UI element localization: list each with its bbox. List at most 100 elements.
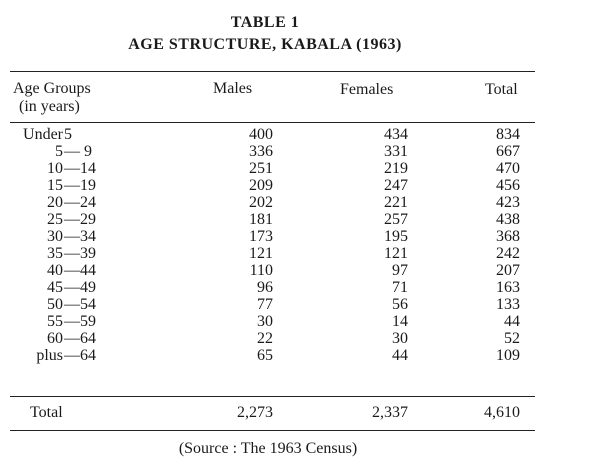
age-group-end: —39 xyxy=(64,245,96,262)
total-cell: 242 xyxy=(496,245,520,262)
age-group-end: —34 xyxy=(64,228,96,245)
header-rule xyxy=(10,122,535,123)
males-cell: 209 xyxy=(249,177,273,194)
age-group-end: —49 xyxy=(64,279,96,296)
table-row: 55 —59 30 14 44 xyxy=(0,313,600,330)
age-group-start: 5 xyxy=(55,143,63,160)
females-cell: 71 xyxy=(392,279,408,296)
table-row: 40 —44 110 97 207 xyxy=(0,262,600,279)
age-group-start: plus xyxy=(36,347,63,364)
table-row: 30 —34 173 195 368 xyxy=(0,228,600,245)
females-cell: 97 xyxy=(392,262,408,279)
total-label: Total xyxy=(30,404,63,421)
age-group-end: —19 xyxy=(64,177,96,194)
table-body: Under 5 400 434 834 5— 9 336 331 667 10 —14 251 219 4… xyxy=(0,126,600,364)
females-cell: 56 xyxy=(392,296,408,313)
females-cell: 221 xyxy=(384,194,408,211)
age-group-end: —64 xyxy=(64,347,96,364)
age-group-start: 40 xyxy=(47,262,63,279)
total-cell: 834 xyxy=(496,126,520,143)
table-number: TABLE 1 xyxy=(230,14,300,31)
males-cell: 22 xyxy=(257,330,273,347)
total-cell: 368 xyxy=(496,228,520,245)
males-cell: 181 xyxy=(249,211,273,228)
males-cell: 202 xyxy=(249,194,273,211)
table-row: 45 —49 96 71 163 xyxy=(0,279,600,296)
age-group-start: 10 xyxy=(47,160,63,177)
top-rule xyxy=(10,71,535,72)
age-group-end: —54 xyxy=(64,296,96,313)
source-note: (Source : The 1963 Census) xyxy=(178,440,358,457)
age-group-start: 15 xyxy=(47,177,63,194)
header-age-line2: (in years) xyxy=(19,98,80,115)
header-males: Males xyxy=(213,80,253,97)
age-group-end: —29 xyxy=(64,211,96,228)
table-row: 35 —39 121 121 242 xyxy=(0,245,600,262)
age-group-end: —24 xyxy=(64,194,96,211)
total-cell: 163 xyxy=(496,279,520,296)
total-males: 2,273 xyxy=(237,404,273,421)
age-group-start: 30 xyxy=(47,228,63,245)
females-cell: 14 xyxy=(392,313,408,330)
header-age-line1: Age Groups xyxy=(13,80,91,97)
table-row: 20 —24 202 221 423 xyxy=(0,194,600,211)
males-cell: 65 xyxy=(257,347,273,364)
age-group-start: 35 xyxy=(47,245,63,262)
females-cell: 121 xyxy=(384,245,408,262)
males-cell: 251 xyxy=(249,160,273,177)
age-group-start: 55 xyxy=(47,313,63,330)
age-group-start: Under xyxy=(23,126,63,143)
table-row: 10 —14 251 219 470 xyxy=(0,160,600,177)
age-group-start: 25 xyxy=(47,211,63,228)
total-cell: 44 xyxy=(504,313,520,330)
table-row: 15 —19 209 247 456 xyxy=(0,177,600,194)
total-cell: 207 xyxy=(496,262,520,279)
table-row: Under 5 400 434 834 xyxy=(0,126,600,143)
males-cell: 30 xyxy=(257,313,273,330)
header-females: Females xyxy=(340,81,394,98)
age-group-start: 60 xyxy=(47,330,63,347)
total-rule-bottom xyxy=(10,430,535,431)
males-cell: 110 xyxy=(249,262,273,279)
females-cell: 44 xyxy=(392,347,408,364)
total-cell: 438 xyxy=(496,211,520,228)
females-cell: 434 xyxy=(384,126,408,143)
total-cell: 133 xyxy=(496,296,520,313)
table-row: 50 —54 77 56 133 xyxy=(0,296,600,313)
total-cell: 667 xyxy=(496,143,520,160)
total-cell: 109 xyxy=(496,347,520,364)
males-cell: 400 xyxy=(249,126,273,143)
females-cell: 30 xyxy=(392,330,408,347)
females-cell: 257 xyxy=(384,211,408,228)
total-cell: 456 xyxy=(496,177,520,194)
table-row: 25 —29 181 257 438 xyxy=(0,211,600,228)
females-cell: 195 xyxy=(384,228,408,245)
age-group-end: 5 xyxy=(64,126,72,143)
table-row: 5— 9 336 331 667 xyxy=(0,143,600,160)
males-cell: 173 xyxy=(249,228,273,245)
females-cell: 219 xyxy=(384,160,408,177)
age-group-end: —59 xyxy=(64,313,96,330)
table-row: 60 —64 22 30 52 xyxy=(0,330,600,347)
age-group-start: 50 xyxy=(47,296,63,313)
age-group-end: —44 xyxy=(64,262,96,279)
table-title: AGE STRUCTURE, KABALA (1963) xyxy=(128,36,402,53)
age-group-end: —64 xyxy=(64,330,96,347)
age-group-end: — 9 xyxy=(64,143,92,160)
total-females: 2,337 xyxy=(372,404,408,421)
header-total: Total xyxy=(485,81,518,98)
age-group-start: 20 xyxy=(47,194,63,211)
total-total: 4,610 xyxy=(484,404,520,421)
males-cell: 96 xyxy=(257,279,273,296)
females-cell: 247 xyxy=(384,177,408,194)
age-group-end: —14 xyxy=(64,160,96,177)
males-cell: 336 xyxy=(249,143,273,160)
females-cell: 331 xyxy=(384,143,408,160)
total-cell: 423 xyxy=(496,194,520,211)
total-row: Total 2,273 2,337 4,610 xyxy=(0,403,600,423)
total-cell: 470 xyxy=(496,160,520,177)
total-rule-top xyxy=(10,396,535,397)
males-cell: 77 xyxy=(257,296,273,313)
age-group-start: 45 xyxy=(47,279,63,296)
males-cell: 121 xyxy=(249,245,273,262)
